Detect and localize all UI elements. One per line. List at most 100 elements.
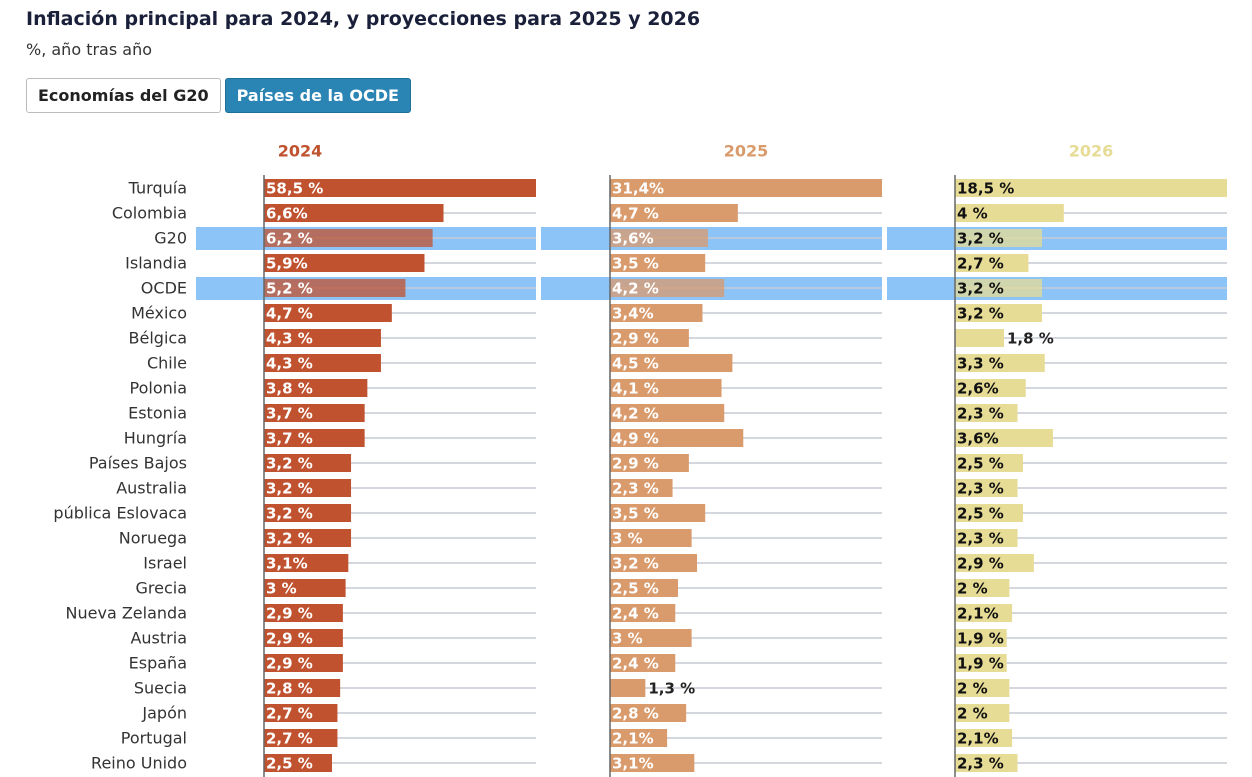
bar bbox=[955, 729, 1013, 747]
data-label: 4,3 % bbox=[266, 330, 313, 348]
data-label: 6,2 % bbox=[266, 230, 313, 248]
toggle-button[interactable]: Países de la OCDE bbox=[224, 78, 411, 113]
data-label: 2,4 % bbox=[612, 605, 659, 623]
data-label: 6,6% bbox=[266, 205, 308, 223]
title: Inflación principal para 2024, y proyecc… bbox=[26, 8, 701, 30]
data-label: 2,8 % bbox=[612, 705, 659, 723]
data-label: 2,4 % bbox=[612, 655, 659, 673]
data-label: 2,6% bbox=[957, 380, 999, 398]
bar bbox=[264, 629, 343, 647]
data-label: 2,9 % bbox=[612, 455, 659, 473]
bar bbox=[955, 404, 1018, 422]
data-label: 58,5 % bbox=[266, 180, 323, 198]
bar bbox=[955, 329, 1004, 347]
bar bbox=[610, 229, 708, 247]
bar bbox=[264, 329, 381, 347]
category-label: Turquía bbox=[128, 179, 187, 198]
toggle-button[interactable]: Economías del G20 bbox=[26, 78, 221, 113]
bar bbox=[264, 479, 352, 497]
data-label: 2,3 % bbox=[957, 480, 1004, 498]
data-label: 2,9 % bbox=[957, 555, 1004, 573]
bar bbox=[264, 554, 349, 572]
data-label: 3,2 % bbox=[266, 505, 313, 523]
bar bbox=[264, 404, 365, 422]
bar bbox=[264, 254, 425, 272]
bar bbox=[610, 704, 687, 722]
data-label: 2,9 % bbox=[266, 630, 313, 648]
bar bbox=[955, 279, 1043, 297]
bar bbox=[610, 354, 733, 372]
bar bbox=[610, 454, 689, 472]
category-label: Islandia bbox=[125, 254, 187, 273]
category-label: Chile bbox=[147, 354, 187, 373]
bar bbox=[955, 504, 1023, 522]
bar bbox=[610, 679, 646, 697]
data-label: 2 % bbox=[957, 705, 988, 723]
category-label: Colombia bbox=[112, 204, 187, 223]
data-label: 3 % bbox=[266, 580, 297, 598]
bar bbox=[610, 729, 668, 747]
data-label: 3,8 % bbox=[266, 380, 313, 398]
category-label: Noruega bbox=[119, 529, 187, 548]
bar bbox=[264, 729, 338, 747]
bar bbox=[955, 704, 1010, 722]
data-label: 2,5 % bbox=[612, 580, 659, 598]
data-label: 5,9% bbox=[266, 255, 308, 273]
data-label: 2,7 % bbox=[266, 705, 313, 723]
bar bbox=[610, 329, 689, 347]
category-label: Israel bbox=[143, 554, 187, 573]
data-label: 18,5 % bbox=[957, 180, 1014, 198]
bar bbox=[264, 304, 392, 322]
bar bbox=[610, 479, 673, 497]
bar bbox=[264, 179, 536, 197]
bars bbox=[264, 179, 536, 772]
category-label: OCDE bbox=[141, 279, 187, 298]
bar bbox=[955, 579, 1010, 597]
bar bbox=[264, 529, 352, 547]
bar bbox=[264, 754, 332, 772]
data-label: 3,2 % bbox=[957, 280, 1004, 298]
bar bbox=[264, 704, 338, 722]
bar bbox=[955, 429, 1053, 447]
data-label: 2 % bbox=[957, 680, 988, 698]
bar bbox=[955, 204, 1064, 222]
data-label: 4,9 % bbox=[612, 430, 659, 448]
bar bbox=[264, 454, 352, 472]
data-label: 5,2 % bbox=[266, 280, 313, 298]
data-label: 2,7 % bbox=[266, 730, 313, 748]
bar bbox=[264, 579, 346, 597]
data-label: 3 % bbox=[612, 530, 643, 548]
data-label: 3,7 % bbox=[266, 430, 313, 448]
category-label: Australia bbox=[116, 479, 187, 498]
category-label: Grecia bbox=[135, 579, 187, 598]
data-label: 4,7 % bbox=[612, 205, 659, 223]
category-label: España bbox=[129, 654, 187, 673]
bar bbox=[610, 554, 698, 572]
series-header: 2026 bbox=[1069, 142, 1114, 161]
bar bbox=[955, 254, 1029, 272]
bar bbox=[264, 654, 343, 672]
bar bbox=[955, 179, 1227, 197]
bar bbox=[264, 204, 444, 222]
bar bbox=[955, 379, 1026, 397]
data-label: 4,2 % bbox=[612, 405, 659, 423]
data-label: 3,7 % bbox=[266, 405, 313, 423]
data-label: 3,5 % bbox=[612, 505, 659, 523]
data-label: 3,3 % bbox=[957, 355, 1004, 373]
bar bbox=[610, 754, 695, 772]
data-label: 4,2 % bbox=[612, 280, 659, 298]
bar bbox=[955, 629, 1007, 647]
bars bbox=[610, 179, 882, 772]
bar bbox=[264, 229, 433, 247]
category-label: Austria bbox=[130, 629, 187, 648]
bar bbox=[955, 479, 1018, 497]
data-label: 3,6% bbox=[612, 230, 654, 248]
category-label: Japón bbox=[141, 704, 187, 723]
data-label: 3,2 % bbox=[612, 555, 659, 573]
bar bbox=[264, 379, 368, 397]
data-label: 1,3 % bbox=[648, 680, 695, 698]
data-label: 3 % bbox=[612, 630, 643, 648]
button-group: Economías del G20 Países de la OCDE bbox=[26, 78, 411, 113]
bar bbox=[264, 504, 352, 522]
